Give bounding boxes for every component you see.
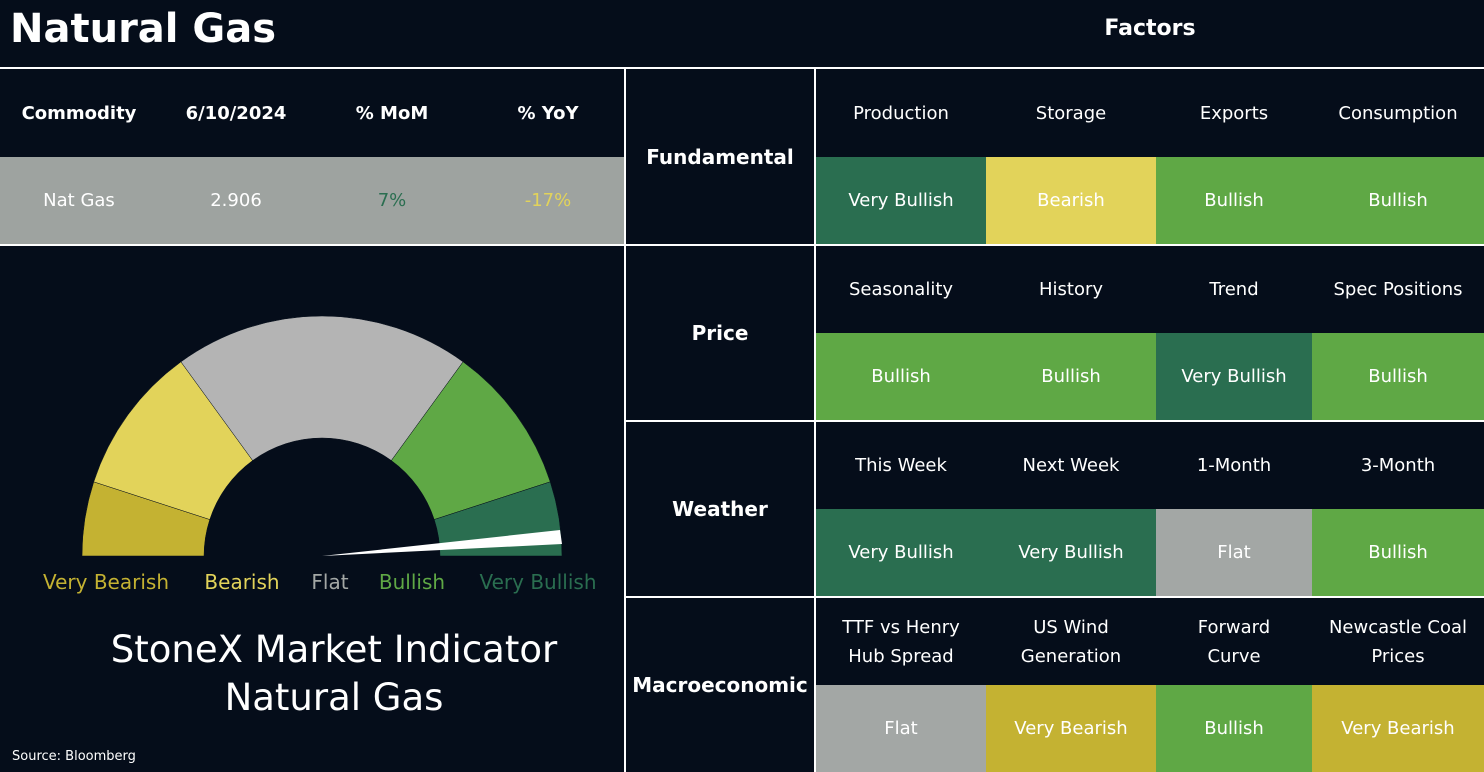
- factor-name: 1-Month: [1196, 455, 1272, 476]
- factor-group: Weather: [672, 496, 768, 521]
- factor-signal: Bullish: [1312, 509, 1484, 596]
- factor-name: TTF vs Henry Hub Spread: [842, 616, 960, 667]
- factor-name: Exports: [1199, 103, 1269, 124]
- factor-group: Macroeconomic: [632, 672, 808, 697]
- column-header: % YoY: [517, 102, 579, 124]
- factor-signal: Flat: [816, 685, 986, 772]
- source: Source: Bloomberg: [12, 749, 136, 764]
- factor-name: 3-Month: [1360, 455, 1436, 476]
- factor-signal: Very Bearish: [986, 685, 1156, 772]
- commodity-row-bg: [0, 157, 624, 244]
- divider: [0, 67, 1484, 69]
- column-header: % MoM: [355, 102, 429, 124]
- factor-signal: Bullish: [1156, 157, 1312, 244]
- factor-signal: Bullish: [816, 333, 986, 420]
- factor-name: Storage: [1035, 103, 1107, 124]
- divider: [624, 69, 626, 772]
- table-cell: Nat Gas: [43, 190, 115, 211]
- column-header: 6/10/2024: [185, 102, 287, 124]
- factor-signal: Bullish: [1156, 685, 1312, 772]
- factors-title: Factors: [1104, 16, 1196, 41]
- divider: [626, 420, 1484, 422]
- factor-name: US Wind Generation: [1020, 616, 1122, 667]
- factor-name: Next Week: [1022, 455, 1120, 476]
- factor-name: History: [1038, 279, 1104, 300]
- factor-signal: Very Bullish: [1156, 333, 1312, 420]
- factor-signal: Very Bearish: [1312, 685, 1484, 772]
- factor-name: Spec Positions: [1333, 279, 1463, 300]
- gauge-needle: [322, 530, 562, 556]
- gauge-label: Bearish: [204, 570, 279, 594]
- factor-signal: Bullish: [986, 333, 1156, 420]
- factor-name: Trend: [1209, 279, 1259, 300]
- factor-signal: Bullish: [1312, 333, 1484, 420]
- factor-signal: Very Bullish: [816, 509, 986, 596]
- table-cell: 7%: [377, 190, 407, 211]
- factor-signal: Flat: [1156, 509, 1312, 596]
- divider: [626, 244, 1484, 246]
- gauge-label: Bullish: [379, 570, 445, 594]
- page-title: Natural Gas: [10, 6, 277, 52]
- factor-name: Seasonality: [848, 279, 954, 300]
- factor-name: Production: [853, 103, 949, 124]
- gauge-title: Natural Gas: [224, 676, 444, 719]
- factor-name: This Week: [855, 455, 947, 476]
- factor-signal: Bullish: [1312, 157, 1484, 244]
- factor-name: Newcastle Coal Prices: [1328, 616, 1468, 667]
- factor-signal: Very Bullish: [816, 157, 986, 244]
- factor-name: Forward Curve: [1197, 616, 1271, 667]
- gauge-title: StoneX Market Indicator: [110, 628, 558, 671]
- column-header: Commodity: [21, 102, 137, 124]
- table-cell: -17%: [524, 190, 572, 211]
- gauge-label: Very Bearish: [43, 570, 169, 594]
- divider: [626, 596, 1484, 598]
- gauge-label: Flat: [311, 570, 348, 594]
- factor-name: Consumption: [1338, 103, 1458, 124]
- factor-group: Price: [691, 320, 749, 345]
- gauge-label: Very Bullish: [479, 570, 596, 594]
- divider: [0, 244, 624, 246]
- gauge: Very Bearish Bearish Flat Bullish Very Bulli…: [43, 315, 597, 594]
- gauge-segment: [180, 315, 464, 461]
- factor-group: Fundamental: [646, 144, 794, 169]
- factor-signal: Very Bullish: [986, 509, 1156, 596]
- table-cell: 2.906: [210, 190, 262, 211]
- factor-signal: Bearish: [986, 157, 1156, 244]
